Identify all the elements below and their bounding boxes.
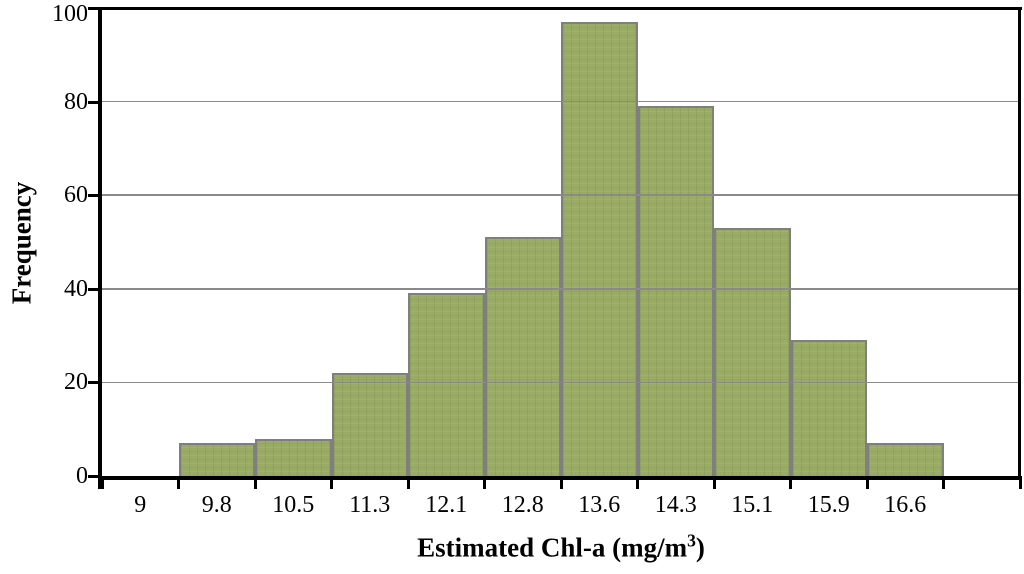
histogram-bar xyxy=(408,293,485,476)
y-tick-label: 60 xyxy=(64,182,88,209)
x-tick xyxy=(253,480,257,489)
histogram-bar xyxy=(484,237,561,476)
x-tick-label: 10.5 xyxy=(272,492,315,518)
gridline xyxy=(102,381,1020,384)
x-tick xyxy=(1018,480,1022,489)
x-tick xyxy=(942,480,945,489)
x-tick xyxy=(865,480,869,489)
x-tick xyxy=(636,480,639,489)
y-tick xyxy=(88,194,98,198)
y-tick xyxy=(88,100,98,104)
x-tick xyxy=(330,480,333,489)
histogram-bar xyxy=(637,106,714,476)
y-axis-title: Frequency xyxy=(6,181,37,305)
y-tick xyxy=(88,287,98,291)
gridline xyxy=(102,194,1020,196)
gridline xyxy=(102,100,1020,103)
x-tick-label: 11.3 xyxy=(349,492,391,518)
histogram-bar xyxy=(331,373,408,476)
histogram-bar xyxy=(561,22,638,476)
x-axis-title-text: Estimated Chl-a (mg/m xyxy=(417,532,688,563)
histogram-bar xyxy=(867,443,944,476)
histogram-bar xyxy=(790,340,867,476)
x-tick xyxy=(100,480,104,489)
y-axis-line xyxy=(98,7,102,489)
y-tick-label: 20 xyxy=(64,369,88,396)
gridline xyxy=(102,288,1020,290)
x-tick xyxy=(789,480,792,489)
x-tick-label: 12.1 xyxy=(425,492,468,518)
y-tick-label: 0 xyxy=(76,463,88,489)
x-axis-title: Estimated Chl-a (mg/m3) xyxy=(417,531,705,564)
x-tick xyxy=(406,480,410,489)
x-tick xyxy=(177,480,180,489)
y-tick-label: 40 xyxy=(64,275,88,302)
x-tick-label: 16.6 xyxy=(884,492,927,518)
y-tick-label: 80 xyxy=(64,88,88,115)
x-axis-line xyxy=(98,476,1022,480)
y-tick xyxy=(88,7,98,10)
x-tick-label: 13.6 xyxy=(578,492,621,518)
x-tick-label: 14.3 xyxy=(654,492,697,518)
y-tick xyxy=(88,381,98,385)
x-tick xyxy=(483,480,486,489)
x-tick xyxy=(559,480,563,489)
x-tick-label: 12.8 xyxy=(501,492,544,518)
histogram-bar xyxy=(178,443,255,476)
x-tick-label: 15.1 xyxy=(731,492,774,518)
y-tick-label: 100 xyxy=(52,1,88,27)
chart-right-border xyxy=(1018,7,1021,476)
histogram-bar xyxy=(714,227,791,476)
y-tick xyxy=(88,475,98,478)
x-tick-label: 9 xyxy=(134,492,147,518)
chart-top-border xyxy=(100,7,1022,10)
x-tick-label: 9.8 xyxy=(201,492,232,518)
x-axis-title-suffix: ) xyxy=(695,532,705,563)
x-tick-label: 15.9 xyxy=(807,492,850,518)
x-axis-title-superscript: 3 xyxy=(687,530,696,551)
x-tick xyxy=(712,480,716,489)
histogram-bar xyxy=(255,438,332,476)
